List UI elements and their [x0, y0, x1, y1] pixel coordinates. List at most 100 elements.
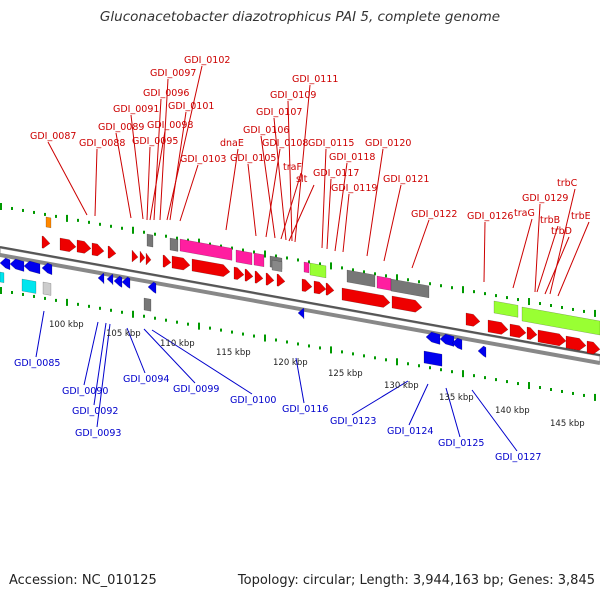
inner-tick [506, 380, 508, 384]
feature-block [423, 350, 443, 367]
forward-gene-label: GDI_0119 [331, 183, 377, 194]
feature-block [235, 249, 253, 266]
outer-tick [495, 294, 497, 298]
outer-tick [561, 305, 563, 309]
gene-features [0, 216, 600, 367]
forward-leader-line [549, 188, 576, 295]
reverse-gene-label: GDI_0123 [330, 416, 376, 427]
map-title: Gluconacetobacter diazotrophicus PAI 5, … [99, 9, 501, 25]
inner-tick [154, 316, 156, 320]
forward-gene-arrow [526, 326, 538, 340]
inner-tick [176, 320, 178, 324]
inner-tick [462, 370, 464, 378]
feature-block [253, 252, 265, 268]
forward-gene-label: GDI_0096 [143, 88, 189, 99]
forward-gene-label: trbD [551, 226, 572, 237]
outer-tick [44, 212, 46, 216]
forward-gene-arrow [565, 335, 587, 351]
feature-block [390, 278, 430, 299]
forward-gene-arrow [244, 268, 254, 282]
outer-tick [473, 290, 475, 294]
feature-block [146, 233, 154, 248]
reverse-gene-label: GDI_0090 [62, 386, 108, 397]
inner-tick [308, 344, 310, 348]
forward-leader-line [342, 193, 350, 253]
forward-leader-line [179, 164, 199, 222]
reverse-gene-arrow [451, 337, 463, 351]
forward-leader-line [411, 219, 430, 269]
inner-tick [88, 304, 90, 308]
outer-tick [176, 236, 178, 240]
reverse-gene-arrow [477, 345, 487, 358]
forward-gene-label: GDI_0117 [313, 168, 359, 179]
forward-gene-label: GDI_0089 [98, 122, 144, 133]
reverse-gene-labels: GDI_0085 GDI_0090 GDI_0094 GDI_0099 GDI_0100… [14, 358, 541, 463]
forward-leader-line [146, 146, 151, 221]
forward-leader-line [544, 236, 570, 295]
forward-gene-arrow [537, 329, 567, 347]
forward-leader-line [326, 178, 332, 250]
feature-block [0, 271, 5, 284]
forward-leader-line [536, 225, 559, 293]
forward-gene-label: GDI_0091 [113, 104, 159, 115]
reverse-gene-arrow [439, 333, 455, 347]
scale-label: 110 kbp [160, 339, 195, 349]
forward-gene-label: GDI_0103 [180, 154, 226, 165]
forward-leader-line [265, 148, 281, 238]
forward-gene-label: slt [296, 174, 308, 185]
label-leader-lines [35, 65, 590, 452]
forward-leader-line [159, 78, 169, 221]
forward-leader-line [334, 162, 348, 252]
scale-label: 125 kbp [328, 369, 363, 379]
forward-gene-label: GDI_0120 [365, 138, 411, 149]
scale-label: 140 kbp [495, 406, 530, 416]
inner-tick [209, 326, 211, 330]
reverse-leader-line [151, 329, 253, 395]
outer-tick [286, 256, 288, 260]
reverse-gene-label: GDI_0099 [173, 384, 219, 395]
outer-tick [220, 244, 222, 248]
forward-gene-arrow [276, 273, 286, 287]
inner-tick [495, 378, 497, 382]
reverse-gene-label: GDI_0125 [438, 438, 484, 449]
reverse-gene-label: GDI_0124 [387, 426, 433, 437]
reverse-gene-arrow [9, 258, 25, 272]
forward-gene-label: GDI_0121 [383, 174, 429, 185]
feature-block [179, 238, 233, 261]
forward-gene-arrow [162, 254, 172, 268]
forward-leader-line [383, 184, 402, 262]
forward-gene-label: GDI_0087 [30, 131, 76, 142]
reverse-gene-arrow [147, 281, 157, 294]
inner-tick [583, 393, 585, 397]
forward-gene-label: GDI_0126 [467, 211, 513, 222]
outer-tick [55, 214, 57, 218]
forward-leader-line [130, 114, 144, 220]
forward-gene-label: GDI_0108 [262, 138, 308, 149]
outer-tick [11, 206, 13, 210]
inner-tick [539, 386, 541, 390]
forward-gene-label: GDI_0115 [308, 138, 354, 149]
inner-tick [286, 340, 288, 344]
outer-tick [539, 302, 541, 306]
reverse-leader-line [35, 310, 45, 358]
outer-tick [121, 226, 123, 230]
reverse-leader-line [126, 327, 146, 374]
inner-tick [165, 318, 167, 322]
inner-tick [99, 306, 101, 310]
feature-block [376, 275, 392, 291]
forward-leader-line [273, 117, 287, 241]
scale-labels: 100 kbp 105 kbp 110 kbp 115 kbp 120 kbp 125 k… [49, 320, 585, 429]
scale-label: 120 kbp [273, 358, 308, 368]
outer-tick [154, 232, 156, 236]
inner-tick [473, 374, 475, 378]
outer-tick [407, 278, 409, 282]
forward-leader-line [366, 148, 384, 257]
outer-tick [583, 309, 585, 313]
inner-tick [429, 366, 431, 370]
forward-gene-label: GDI_0106 [243, 125, 289, 136]
forward-gene-arrow [131, 249, 139, 263]
reverse-gene-label: GDI_0093 [75, 428, 121, 439]
reverse-gene-label: GDI_0092 [72, 406, 118, 417]
forward-gene-arrow [91, 242, 105, 257]
